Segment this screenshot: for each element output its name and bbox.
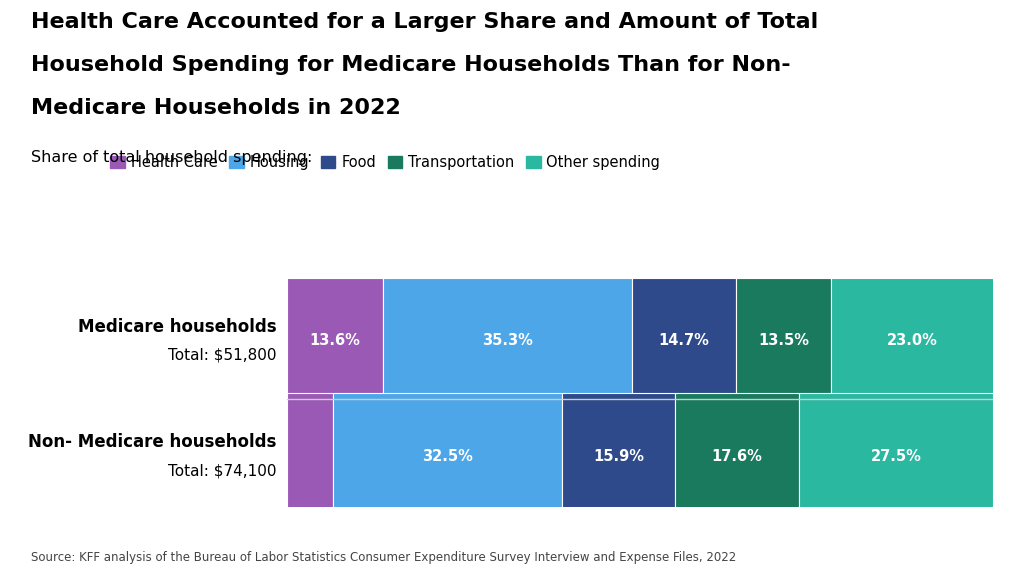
Text: 14.7%: 14.7% xyxy=(658,334,710,348)
Text: Source: KFF analysis of the Bureau of Labor Statistics Consumer Expenditure Surv: Source: KFF analysis of the Bureau of La… xyxy=(31,551,736,564)
Text: 17.6%: 17.6% xyxy=(712,449,762,464)
Text: Medicare households: Medicare households xyxy=(78,317,276,336)
Bar xyxy=(287,393,333,520)
Bar xyxy=(632,278,736,404)
Text: Total: $51,800: Total: $51,800 xyxy=(168,348,276,363)
Text: 15.9%: 15.9% xyxy=(593,449,644,464)
Text: 23.0%: 23.0% xyxy=(887,334,938,348)
Bar xyxy=(287,278,383,404)
Text: 35.3%: 35.3% xyxy=(482,334,532,348)
Bar xyxy=(562,393,675,520)
Text: Household Spending for Medicare Households Than for Non-: Household Spending for Medicare Househol… xyxy=(31,55,791,75)
Bar xyxy=(831,278,994,404)
Text: 32.5%: 32.5% xyxy=(422,449,473,464)
Text: Health Care Accounted for a Larger Share and Amount of Total: Health Care Accounted for a Larger Share… xyxy=(31,12,818,32)
Text: 13.5%: 13.5% xyxy=(759,334,809,348)
Bar xyxy=(383,278,632,404)
Text: 13.6%: 13.6% xyxy=(309,334,360,348)
Bar xyxy=(333,393,562,520)
Bar xyxy=(675,393,799,520)
Text: Medicare Households in 2022: Medicare Households in 2022 xyxy=(31,98,400,118)
Text: Share of total household spending:: Share of total household spending: xyxy=(31,150,312,165)
Legend: Health Care, Housing, Food, Transportation, Other spending: Health Care, Housing, Food, Transportati… xyxy=(111,155,660,170)
Text: 27.5%: 27.5% xyxy=(870,449,922,464)
Text: Non- Medicare households: Non- Medicare households xyxy=(28,433,276,451)
Bar xyxy=(736,278,831,404)
Text: Total: $74,100: Total: $74,100 xyxy=(168,463,276,478)
Bar xyxy=(799,393,993,520)
